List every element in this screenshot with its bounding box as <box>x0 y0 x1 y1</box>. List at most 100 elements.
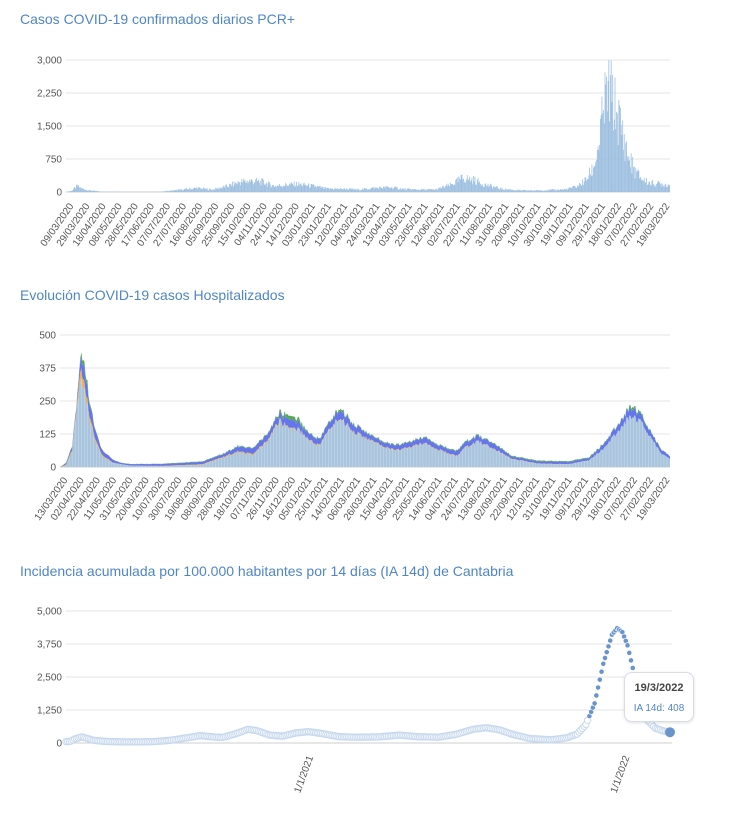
cases-bar <box>312 184 314 192</box>
cases-bar <box>581 184 583 192</box>
cases-bar <box>622 120 624 192</box>
cases-bar <box>296 186 298 192</box>
cases-bar <box>661 186 663 192</box>
cases-bar <box>590 176 592 192</box>
cases-bar <box>597 146 599 192</box>
cases-bar <box>240 181 242 192</box>
cases-bar <box>582 179 584 192</box>
cases-bar <box>331 188 333 192</box>
cases-bar <box>513 190 515 192</box>
cases-bar <box>191 188 193 192</box>
cases-bar <box>298 181 300 192</box>
cases-bar <box>201 189 203 192</box>
cases-bar <box>340 188 342 192</box>
cases-bar <box>499 189 500 192</box>
cases-bar <box>613 130 614 192</box>
cases-bar <box>629 160 631 192</box>
cases-bar <box>423 189 425 192</box>
cases-bar <box>583 184 584 192</box>
cases-bar <box>518 190 520 192</box>
cases-bar <box>249 181 251 192</box>
cases-bar <box>603 110 604 192</box>
cases-bar <box>349 188 350 192</box>
cases-bar <box>559 190 561 192</box>
cases-bar <box>612 74 614 192</box>
cases-bar <box>352 188 354 192</box>
cases-bar <box>247 183 249 192</box>
cases-bar <box>491 186 493 192</box>
cases-bar <box>420 188 422 192</box>
cases-bar <box>496 186 497 192</box>
cases-bar <box>234 184 236 192</box>
cases-bar <box>646 184 648 192</box>
cases-bar <box>198 187 200 192</box>
cases-bar <box>433 190 435 192</box>
cases-bar <box>73 187 75 192</box>
cases-bar <box>640 178 642 192</box>
cases-bar <box>209 188 210 192</box>
cases-bar <box>641 180 643 192</box>
cases-bar <box>470 180 472 192</box>
cases-bar <box>334 188 336 192</box>
cases-bar <box>533 190 535 192</box>
cases-bar <box>269 182 270 192</box>
cases-bar <box>463 178 464 192</box>
cases-bar <box>456 177 458 192</box>
cases-bar <box>202 188 203 192</box>
cases-bar <box>88 190 90 192</box>
cases-bar <box>174 189 176 192</box>
cases-bar <box>363 187 365 192</box>
cases-bar <box>203 189 205 192</box>
cases-bar <box>577 186 579 192</box>
cases-bar <box>563 188 565 192</box>
cases-bar <box>489 183 491 192</box>
cases-bar <box>598 150 600 192</box>
cases-bar <box>296 181 297 192</box>
cases-bar <box>212 190 214 192</box>
cases-bar <box>554 190 556 192</box>
cases-bar <box>473 176 474 192</box>
incidence-point <box>598 668 605 675</box>
cases-bar <box>477 177 479 192</box>
cases-bar <box>593 166 595 192</box>
cases-bar <box>552 189 554 192</box>
cases-bar <box>289 183 290 192</box>
cases-bar <box>650 185 652 192</box>
incidence-point <box>629 665 636 671</box>
cases-bar <box>250 179 252 192</box>
cases-bar <box>310 184 312 192</box>
cases-bar <box>186 189 188 192</box>
cases-bar <box>555 189 557 192</box>
cases-bar <box>383 186 385 192</box>
cases-bar <box>270 187 272 192</box>
cases-bar <box>425 190 427 192</box>
cases-bar <box>325 187 327 192</box>
cases-bar <box>231 186 233 192</box>
cases-bar <box>290 182 292 192</box>
cases-bar <box>413 189 414 192</box>
cases-bar <box>171 190 173 192</box>
cases-bar <box>222 185 224 192</box>
cases-bar <box>569 187 571 192</box>
cases-bar <box>410 189 412 192</box>
cases-bar <box>85 189 87 192</box>
cases-bar <box>288 185 290 192</box>
incidence-point <box>595 684 601 691</box>
cases-bar <box>305 184 307 192</box>
cases-bar <box>506 189 507 192</box>
cases-bar <box>163 191 165 192</box>
cases-bar <box>643 180 644 192</box>
cases-bar <box>569 187 571 192</box>
cases-bar <box>226 184 227 192</box>
cases-bar <box>165 191 167 192</box>
cases-bar <box>319 186 321 192</box>
chart0-ytick-label: 750 <box>45 155 62 166</box>
cases-bar <box>453 185 454 192</box>
cases-bar <box>218 189 220 192</box>
cases-bar <box>466 175 468 192</box>
cases-bar <box>318 186 320 192</box>
cases-bar <box>246 180 248 192</box>
cases-bar <box>362 188 364 192</box>
cases-bar <box>458 176 460 192</box>
cases-bar <box>659 184 661 192</box>
